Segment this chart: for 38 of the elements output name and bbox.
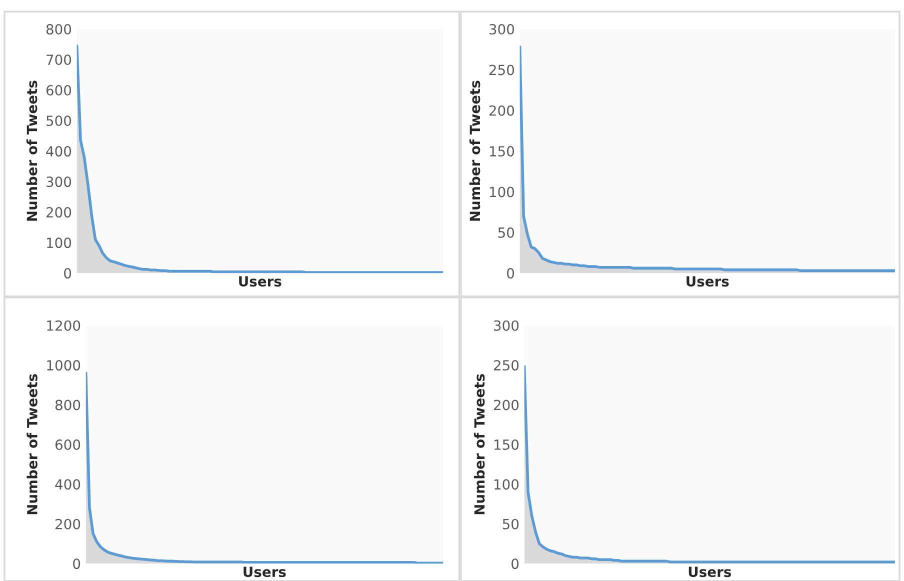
y-tick-label: 50 bbox=[502, 518, 519, 530]
y-axis-title: Number of Tweets bbox=[26, 374, 38, 514]
y-tick-label: 250 bbox=[489, 64, 514, 76]
y-tick-label: 200 bbox=[46, 207, 72, 218]
y-tick-label: 100 bbox=[46, 238, 72, 248]
y-axis-title: Number of Tweets bbox=[469, 80, 480, 221]
x-axis-title: Users bbox=[239, 276, 282, 287]
y-tick-label: 0 bbox=[512, 558, 519, 570]
y-tick-label: 250 bbox=[494, 360, 519, 371]
x-axis-title: Users bbox=[686, 276, 729, 287]
y-tick-label: 50 bbox=[498, 227, 514, 238]
y-tick-label: 100 bbox=[494, 479, 519, 490]
y-tick-label: 0 bbox=[507, 268, 514, 279]
y-axis-title: Number of Tweets bbox=[474, 374, 485, 514]
y-tick-label: 700 bbox=[46, 54, 72, 66]
y-tick-label: 300 bbox=[46, 176, 72, 188]
y-tick-label: 1200 bbox=[47, 320, 80, 331]
y-tick-label: 200 bbox=[56, 518, 80, 530]
y-tick-label: 0 bbox=[73, 558, 80, 570]
y-tick-label: 400 bbox=[46, 146, 72, 157]
y-tick-label: 400 bbox=[55, 479, 80, 490]
y-tick-label: 100 bbox=[490, 186, 514, 198]
y-tick-label: 0 bbox=[64, 268, 72, 279]
y-tick-label: 1000 bbox=[47, 360, 80, 371]
y-tick-label: 500 bbox=[46, 116, 72, 126]
x-axis-title: Users bbox=[688, 566, 732, 578]
x-axis-title: Users bbox=[244, 566, 286, 578]
y-axis-title: Number of Tweets bbox=[26, 80, 38, 221]
y-tick-label: 200 bbox=[489, 105, 514, 116]
y-tick-label: 600 bbox=[55, 439, 80, 450]
y-tick-label: 150 bbox=[494, 439, 519, 450]
y-tick-label: 800 bbox=[46, 24, 72, 35]
y-tick-label: 300 bbox=[489, 24, 514, 35]
y-tick-label: 200 bbox=[494, 400, 519, 410]
y-tick-label: 300 bbox=[494, 320, 519, 331]
y-tick-label: 600 bbox=[46, 85, 72, 96]
y-tick-label: 150 bbox=[490, 146, 514, 157]
y-tick-label: 800 bbox=[55, 400, 80, 410]
